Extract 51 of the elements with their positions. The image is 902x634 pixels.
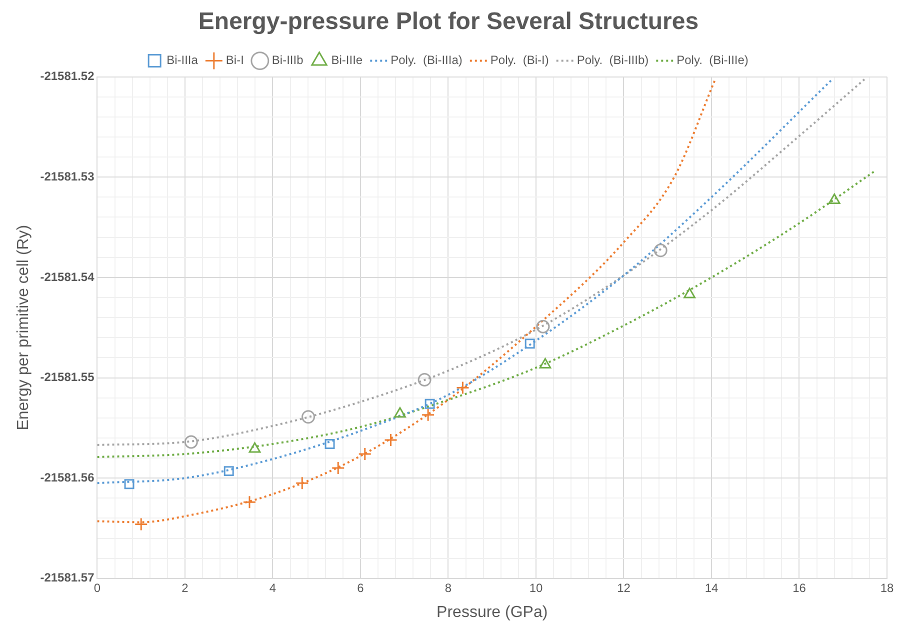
point [324,438,335,449]
legend-label: Bi-I [226,53,244,68]
y-tick-label: -21581.52 [40,69,95,84]
point [828,193,840,204]
x-tick-label: 12 [617,580,631,595]
x-tick-label: 10 [529,580,543,595]
point [684,288,696,298]
y-tick-label: -21581.57 [40,570,95,585]
point [654,244,668,258]
point [456,381,470,395]
point [331,461,345,475]
x-tick-label: 16 [792,580,806,595]
point [421,408,435,422]
legend-label: Bi-IIIb [272,53,304,68]
point [124,479,134,490]
chart-title: Energy-pressure Plot for Several Structures [198,8,699,36]
y-axis-title: Energy per primitive cell (Ry) [15,224,32,430]
y-tick-label: -21581.56 [40,470,95,484]
point [358,447,372,461]
legend-label: Bi-IIIa [166,53,198,68]
line-series [97,170,876,458]
point [242,495,256,509]
point [384,433,398,447]
x-tick-label: 8 [444,580,452,595]
point [302,410,316,424]
x-tick-label: 18 [880,580,894,595]
y-tick-label: -21581.53 [40,169,95,184]
legend-label: Poly. (Bi-I) [490,53,549,68]
point [248,442,261,453]
legend-label: Poly. (Bi-IIIb) [576,53,649,68]
legend-label: Poly. (Bi-IIIa) [390,53,462,68]
point [524,338,535,349]
point [184,435,198,449]
legend-label: Bi-IIIe [331,53,363,68]
point [134,517,148,531]
y-tick-label: -21581.55 [40,370,95,384]
x-tick-label: 14 [704,580,718,595]
legend-label: Poly. (Bi-IIIe) [676,53,748,68]
x-axis-title: Pressure (GPa) [436,604,548,621]
y-tick-label: -21581.54 [40,270,95,284]
point [539,358,552,368]
x-tick-label: 4 [269,580,276,595]
point [224,466,234,476]
point [424,398,435,409]
point [394,407,406,418]
x-tick-label: 0 [94,580,101,595]
point [418,373,432,387]
x-tick-label: 2 [182,580,189,595]
point [536,320,550,334]
x-tick-label: 6 [357,580,364,595]
point [295,476,309,490]
